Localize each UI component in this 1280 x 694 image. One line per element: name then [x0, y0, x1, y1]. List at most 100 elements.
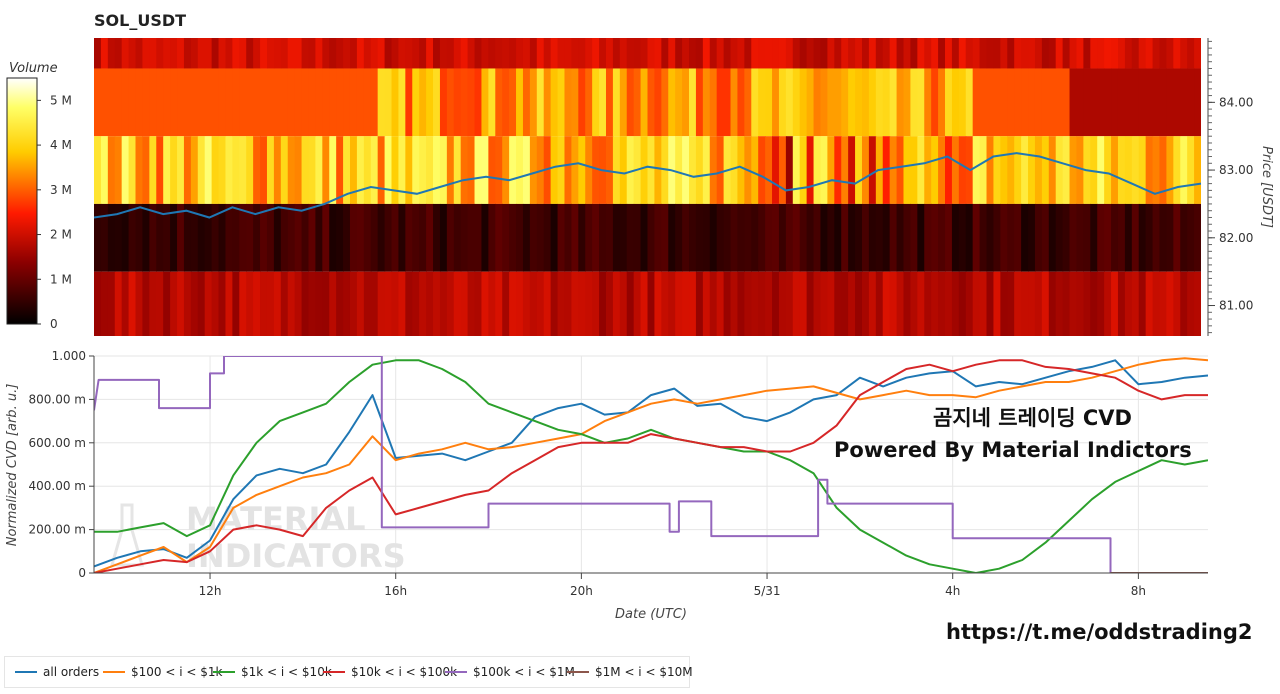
- heatmap-cell: [626, 68, 635, 137]
- heatmap-cell: [744, 203, 752, 272]
- heatmap-cell: [599, 203, 607, 272]
- heatmap-cell: [827, 203, 835, 272]
- heatmap-cell: [280, 38, 289, 69]
- price-tick-label: 82.00: [1219, 231, 1253, 245]
- heatmap-cell: [94, 68, 102, 137]
- heatmap-cell: [467, 136, 476, 204]
- legend-item-all-orders[interactable]: all orders: [15, 665, 99, 679]
- heatmap-cell: [592, 68, 600, 137]
- heatmap-cell: [135, 68, 144, 137]
- heatmap-cell: [668, 68, 676, 137]
- heatmap-cell: [626, 203, 635, 272]
- heatmap-cell: [965, 203, 974, 272]
- heatmap-cell: [543, 136, 552, 204]
- heatmap-cell: [329, 203, 337, 272]
- legend-item-100k-1m[interactable]: $100k < i < $1M: [445, 665, 575, 679]
- heatmap-cell: [868, 38, 877, 69]
- heatmap-cell: [1076, 68, 1084, 137]
- heatmap-cell: [564, 136, 572, 204]
- heatmap-cell: [135, 38, 144, 69]
- heatmap-cell: [813, 38, 822, 69]
- heatmap-cell: [1152, 271, 1161, 336]
- legend-item-100-1k[interactable]: $100 < i < $1k: [103, 665, 222, 679]
- heatmap-cell: [972, 68, 981, 137]
- legend-item-1k-10k[interactable]: $1k < i < $10k: [213, 665, 332, 679]
- cvd-x-tick-label: 12h: [199, 584, 222, 598]
- heatmap-cell: [778, 271, 787, 336]
- heatmap-cell: [1111, 136, 1119, 204]
- heatmap-cell: [1187, 136, 1195, 204]
- heatmap-cell: [433, 203, 441, 272]
- heatmap-cell: [675, 136, 683, 204]
- volume-colorbar: Volume 0 1 M 2 M 3 M 4 M 5 M: [6, 61, 72, 331]
- heatmap-cell: [163, 38, 171, 69]
- heatmap-cell: [218, 136, 227, 204]
- heatmap-cell: [799, 68, 808, 137]
- colorbar-tick-label: 5 M: [50, 93, 72, 107]
- legend-item-10k-100k[interactable]: $10k < i < $100k: [323, 665, 457, 679]
- heatmap-cell: [349, 38, 358, 69]
- heatmap-cell: [239, 271, 247, 336]
- heatmap-cell: [398, 136, 406, 204]
- legend-item-1m-10m[interactable]: $1M < i < $10M: [567, 665, 693, 679]
- heatmap-cell: [848, 203, 856, 272]
- heatmap-cell: [1014, 136, 1022, 204]
- cvd-y-tick-label: 200.00 m: [29, 523, 87, 537]
- heatmap-cell: [260, 38, 268, 69]
- heatmap-cell: [128, 136, 137, 204]
- cvd-series-line: [94, 359, 1208, 568]
- heatmap-cell: [156, 271, 164, 336]
- heatmap-cell: [917, 38, 925, 69]
- heatmap-cell: [965, 38, 974, 69]
- heatmap-cell: [861, 271, 870, 336]
- heatmap-cell: [467, 271, 476, 336]
- heatmap-cell: [114, 271, 123, 336]
- heatmap-cell: [329, 271, 337, 336]
- cvd-y-tick-label: 800.00 m: [29, 392, 87, 406]
- heatmap-cell: [308, 68, 316, 137]
- heatmap-cell: [571, 203, 579, 272]
- heatmap-cell: [536, 271, 545, 336]
- heatmap-cell: [439, 271, 448, 336]
- heatmap-cell: [730, 136, 739, 204]
- heatmap-cell: [1083, 271, 1091, 336]
- heatmap-cell: [453, 271, 462, 336]
- heatmap-cell: [1131, 203, 1140, 272]
- heatmap-cell: [882, 136, 891, 204]
- heatmap-cell: [495, 68, 503, 137]
- heatmap-cell: [827, 38, 835, 69]
- heatmap-cell: [675, 203, 683, 272]
- heatmap-cell: [370, 203, 379, 272]
- heatmap-cell: [100, 68, 109, 137]
- heatmap-cell: [557, 271, 566, 336]
- heatmap-cell: [218, 271, 227, 336]
- heatmap-cell: [114, 136, 123, 204]
- heatmap-cell: [647, 271, 656, 336]
- heatmap-cell: [910, 136, 918, 204]
- heatmap-cell: [564, 38, 572, 69]
- heatmap-cell: [149, 203, 157, 272]
- heatmap-cell: [273, 203, 282, 272]
- heatmap-cell: [391, 136, 400, 204]
- heatmap-cell: [1194, 203, 1201, 272]
- heatmap-cell: [661, 68, 669, 137]
- heatmap-cell: [799, 136, 808, 204]
- heatmap-cell: [1069, 136, 1078, 204]
- heatmap-cell: [647, 136, 656, 204]
- heatmap-cell: [211, 136, 220, 204]
- heatmap-cell: [1138, 271, 1147, 336]
- colorbar-gradient: [6, 77, 38, 325]
- heatmap-cell: [592, 38, 600, 69]
- heatmap-cell: [1034, 136, 1043, 204]
- heatmap-cell: [412, 203, 420, 272]
- heatmap-cell: [1104, 271, 1112, 336]
- heatmap-cell: [114, 38, 123, 69]
- heatmap-cell: [453, 136, 462, 204]
- heatmap-cell: [1090, 68, 1098, 137]
- heatmap-cell: [163, 68, 171, 137]
- heatmap-cell: [419, 271, 427, 336]
- heatmap-cell: [896, 68, 905, 137]
- heatmap-cell: [931, 203, 939, 272]
- telegram-link[interactable]: https://t.me/oddstrading2: [946, 620, 1253, 644]
- heatmap-cell: [107, 136, 116, 204]
